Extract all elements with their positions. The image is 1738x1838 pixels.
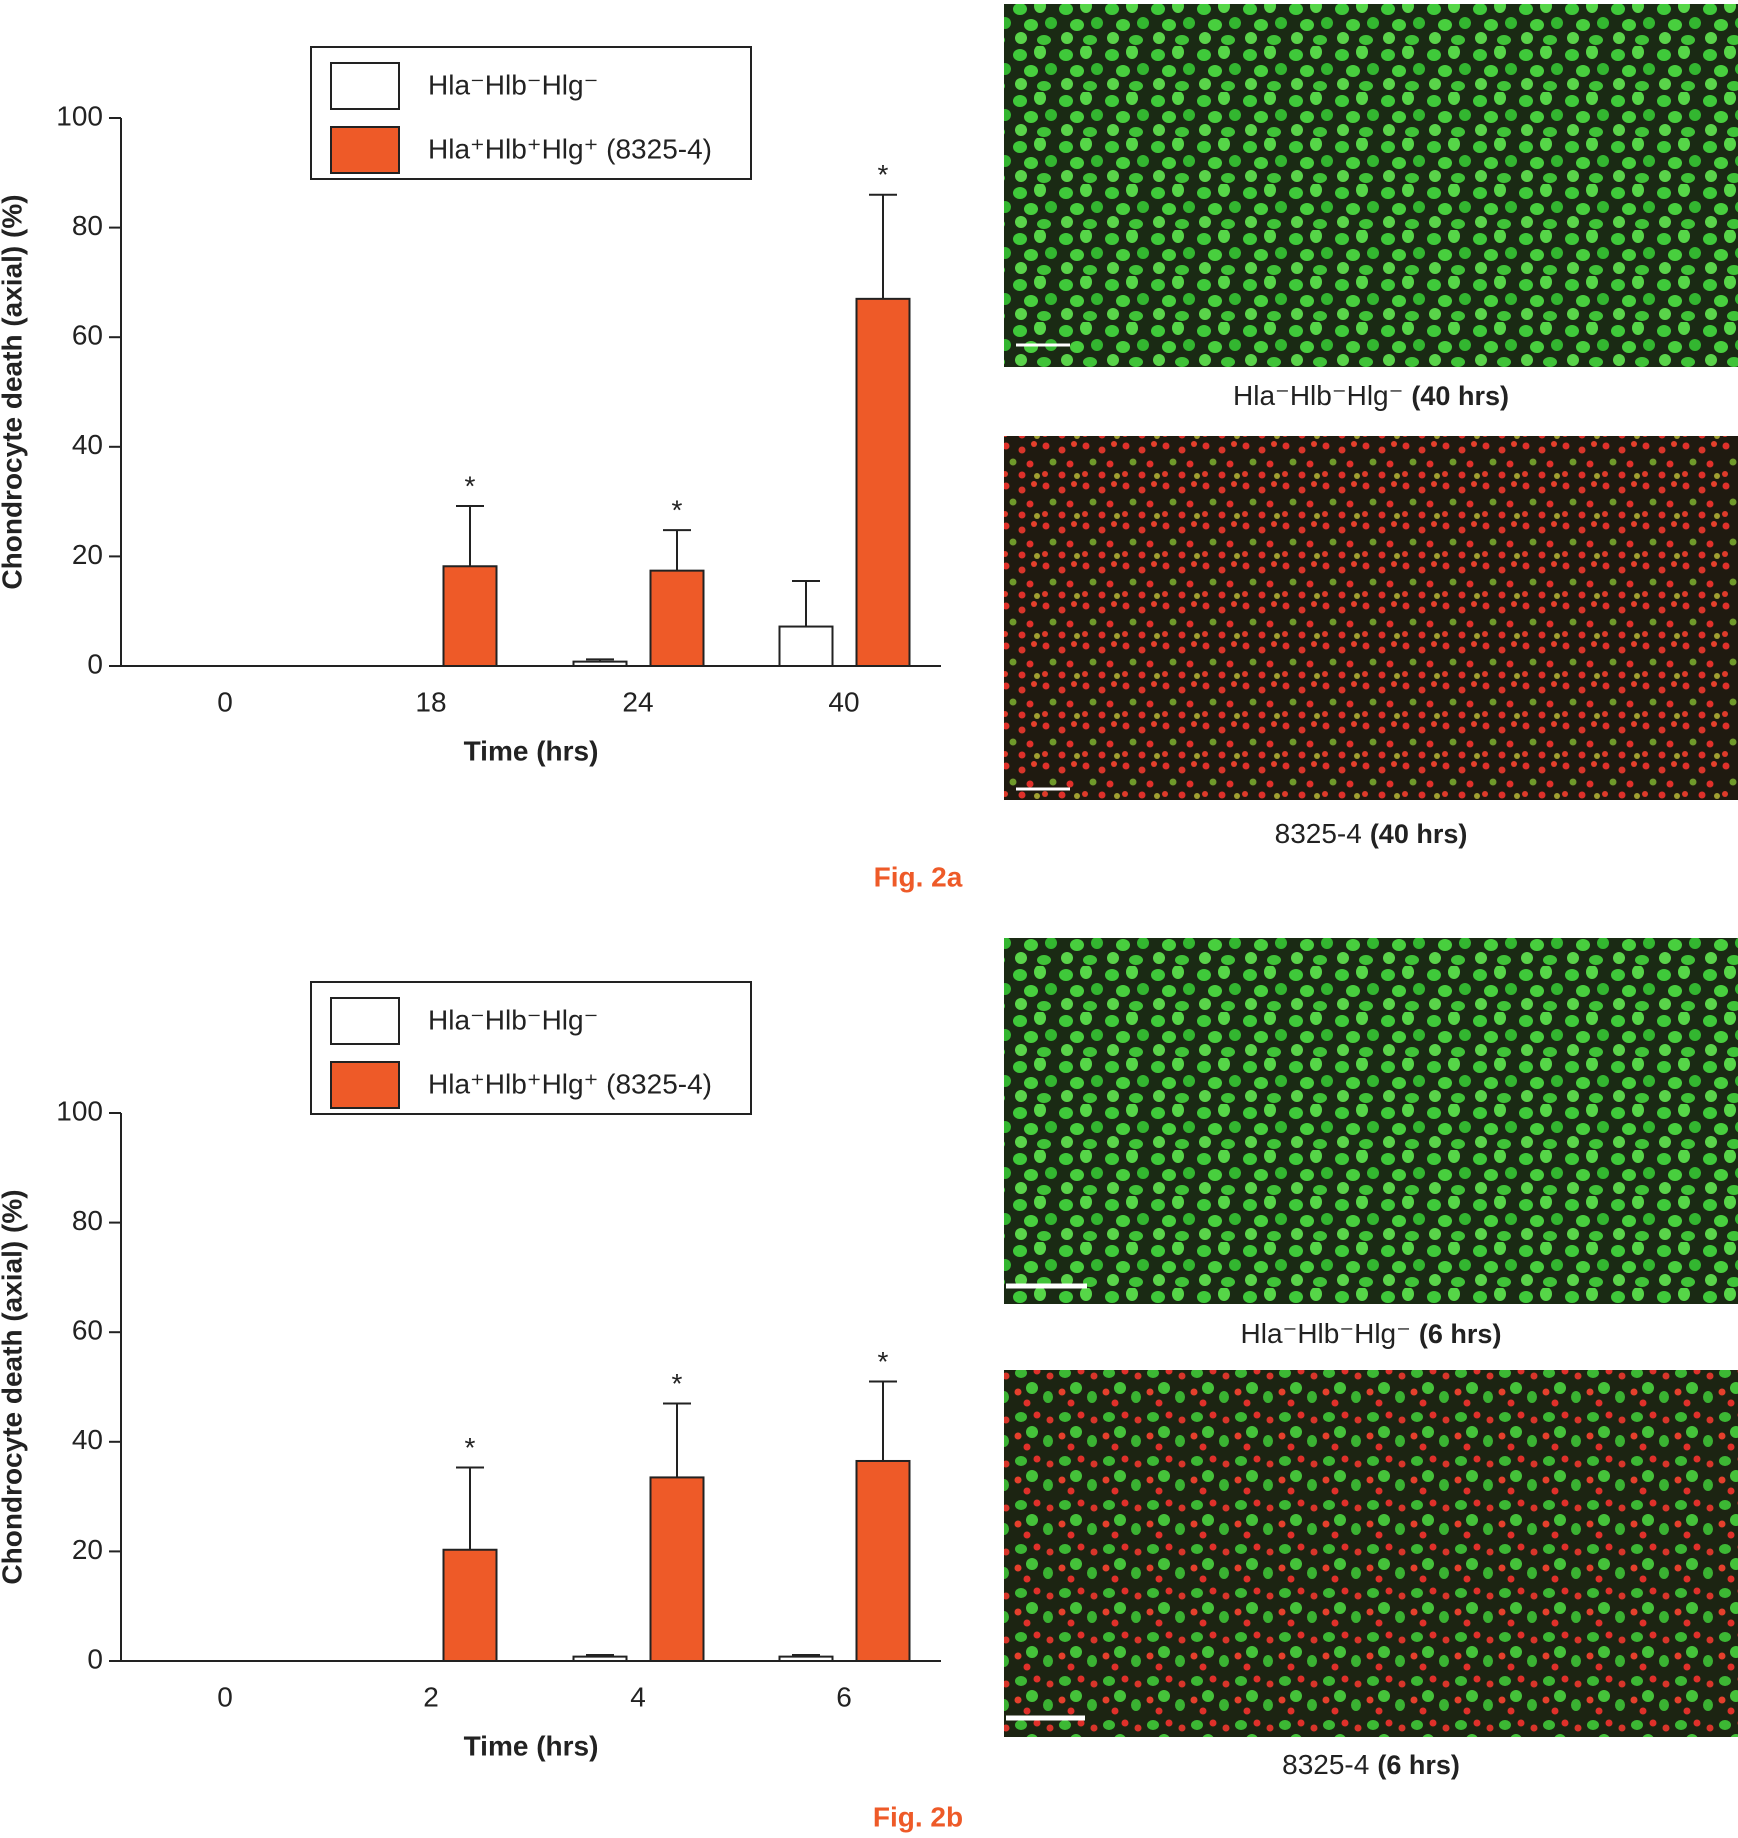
bar: [649, 1476, 705, 1663]
bar: [572, 660, 628, 668]
x-tick-label: 18: [415, 686, 446, 717]
y-tick-label: 80: [72, 210, 103, 241]
y-tick-label: 60: [72, 320, 103, 351]
bar: [649, 569, 705, 668]
y-tick-label: 20: [72, 1534, 103, 1565]
x-tick-label: 6: [836, 1681, 852, 1712]
y-tick-label: 0: [87, 1643, 103, 1674]
y-axis-label: Chondrocyte death (axial) (%): [0, 1189, 27, 1584]
x-tick-label: 2: [423, 1681, 439, 1712]
y-tick-label: 40: [72, 429, 103, 460]
bar: [778, 625, 834, 668]
caption-time: (6 hrs): [1377, 1750, 1460, 1780]
bar: [778, 1655, 834, 1662]
x-tick-label: 0: [217, 686, 233, 717]
x-axis-label: Time (hrs): [464, 1730, 599, 1761]
image-caption: Hla⁻Hlb⁻Hlg⁻ (6 hrs): [1241, 1318, 1502, 1349]
y-tick-label: 60: [72, 1315, 103, 1346]
x-tick-label: 0: [217, 1681, 233, 1712]
image-caption: Hla⁻Hlb⁻Hlg⁻ (40 hrs): [1233, 380, 1509, 411]
legend-label: Hla⁻Hlb⁻Hlg⁻: [428, 1004, 598, 1035]
panel-label: Fig. 2a: [874, 861, 963, 892]
caption-name: Hla⁻Hlb⁻Hlg⁻: [1233, 380, 1403, 411]
caption-name: Hla⁻Hlb⁻Hlg⁻: [1241, 1318, 1411, 1349]
significance-label: *: [465, 1432, 476, 1463]
x-axis-label: Time (hrs): [464, 735, 599, 766]
x-tick-label: 40: [828, 686, 859, 717]
bar: [855, 297, 911, 667]
y-tick-label: 100: [56, 1095, 103, 1126]
bar: [855, 1459, 911, 1662]
legend-swatch: [330, 1061, 400, 1109]
y-tick-label: 0: [87, 648, 103, 679]
legend-swatch: [330, 126, 400, 174]
caption-name: 8325-4: [1275, 818, 1362, 849]
y-tick-label: 80: [72, 1205, 103, 1236]
caption-name: 8325-4: [1282, 1749, 1369, 1780]
bar: [572, 1655, 628, 1662]
legend-label: Hla⁺Hlb⁺Hlg⁺ (8325-4): [428, 1068, 712, 1099]
legend-label: Hla⁻Hlb⁻Hlg⁻: [428, 69, 598, 100]
bar: [442, 565, 498, 667]
panel-label: Fig. 2b: [873, 1801, 963, 1832]
image-caption: 8325-4 (40 hrs): [1275, 818, 1468, 849]
significance-label: *: [672, 1368, 683, 1399]
micrograph: [1004, 4, 1738, 1737]
caption-time: (6 hrs): [1419, 1319, 1502, 1349]
x-tick-label: 4: [630, 1681, 646, 1712]
significance-label: *: [672, 494, 683, 525]
significance-label: *: [465, 470, 476, 501]
x-tick-label: 24: [622, 686, 653, 717]
legend-swatch: [330, 997, 400, 1045]
caption-time: (40 hrs): [1370, 819, 1468, 849]
y-axis-label: Chondrocyte death (axial) (%): [0, 194, 27, 589]
legend-swatch: [330, 62, 400, 110]
y-tick-label: 100: [56, 100, 103, 131]
y-tick-label: 20: [72, 539, 103, 570]
bar: [442, 1548, 498, 1662]
legend-label: Hla⁺Hlb⁺Hlg⁺ (8325-4): [428, 133, 712, 164]
image-caption: 8325-4 (6 hrs): [1282, 1749, 1460, 1780]
caption-time: (40 hrs): [1411, 381, 1509, 411]
y-tick-label: 40: [72, 1424, 103, 1455]
significance-label: *: [878, 159, 889, 190]
significance-label: *: [878, 1346, 889, 1377]
